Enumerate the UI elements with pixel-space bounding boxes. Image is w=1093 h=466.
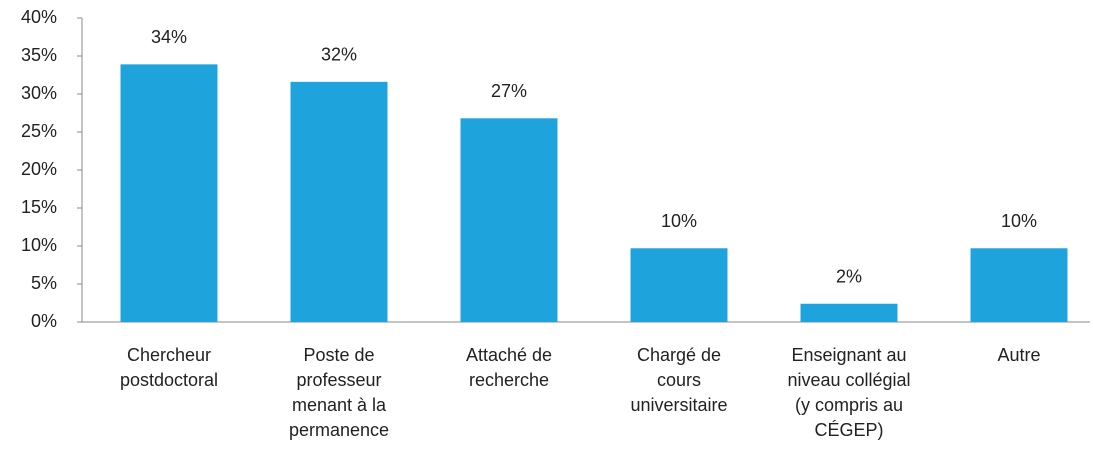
x-tick-label: Chargé de <box>637 345 721 365</box>
y-tick-label: 15% <box>21 197 57 217</box>
x-tick-label: Poste de <box>303 345 374 365</box>
data-label: 10% <box>1001 211 1037 231</box>
x-tick-label: CÉGEP) <box>814 420 883 440</box>
data-label: 27% <box>491 81 527 101</box>
x-tick-label: niveau collégial <box>787 370 910 390</box>
data-label: 2% <box>836 267 862 287</box>
bar <box>800 303 898 322</box>
bar <box>630 248 728 322</box>
y-tick-label: 5% <box>31 273 57 293</box>
y-tick-label: 35% <box>21 45 57 65</box>
x-tick-label: Autre <box>997 345 1040 365</box>
data-label: 10% <box>661 211 697 231</box>
x-tick-label: menant à la <box>292 395 387 415</box>
y-tick-label: 10% <box>21 235 57 255</box>
bar <box>970 248 1068 322</box>
x-tick-label: permanence <box>289 420 389 440</box>
y-tick-label: 25% <box>21 121 57 141</box>
x-tick-label: Chercheur <box>127 345 211 365</box>
bar <box>290 81 388 322</box>
data-label: 32% <box>321 45 357 65</box>
x-tick-label: Attaché de <box>466 345 552 365</box>
data-label: 34% <box>151 27 187 47</box>
bar <box>120 64 218 323</box>
x-tick-label: recherche <box>469 370 549 390</box>
bar <box>460 118 558 322</box>
x-tick-label: universitaire <box>630 395 727 415</box>
x-tick-label: postdoctoral <box>120 370 218 390</box>
x-tick-label: Enseignant au <box>791 345 906 365</box>
y-tick-label: 0% <box>31 311 57 331</box>
x-tick-label: (y compris au <box>795 395 903 415</box>
x-tick-label: professeur <box>296 370 381 390</box>
y-tick-label: 20% <box>21 159 57 179</box>
y-tick-label: 40% <box>21 7 57 27</box>
y-tick-label: 30% <box>21 83 57 103</box>
x-tick-label: cours <box>657 370 701 390</box>
